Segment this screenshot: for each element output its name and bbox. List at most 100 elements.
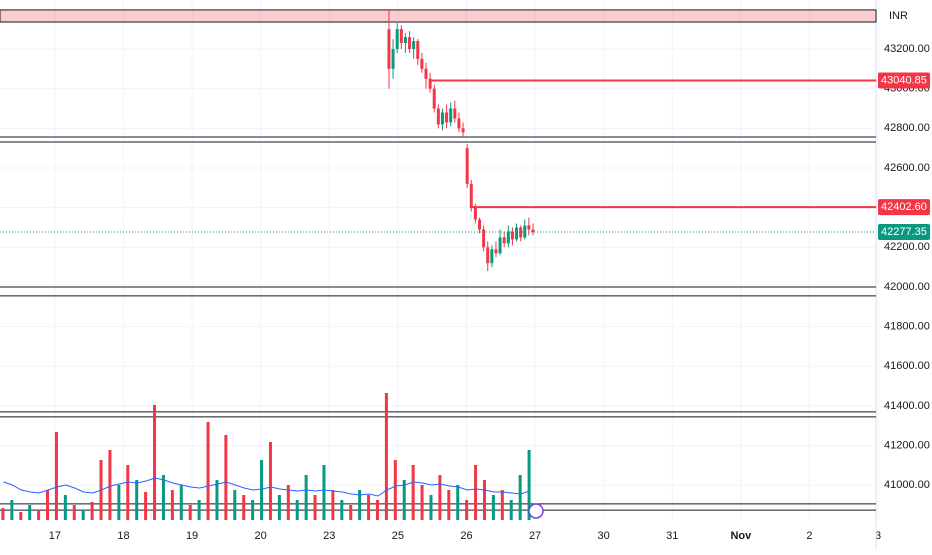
candle-body (531, 229, 535, 232)
candle-body (387, 29, 391, 69)
volume-bar (456, 485, 460, 520)
volume-bar (188, 505, 192, 520)
y-tick-label: 41000.00 (884, 479, 930, 491)
volume-bar (28, 505, 32, 520)
volume-bar (179, 485, 183, 520)
volume-bar (349, 505, 353, 520)
volume-bar (224, 435, 228, 520)
price-label-bg (878, 72, 930, 89)
x-tick-label: 19 (186, 530, 198, 542)
candle-body (403, 37, 407, 44)
candle-body (420, 58, 424, 69)
volume-bar (19, 512, 23, 520)
volume-bar (367, 495, 371, 520)
volume-bar (215, 480, 219, 520)
volume-bar (322, 465, 326, 520)
volume-bar (527, 450, 531, 520)
x-tick-label: 18 (117, 530, 129, 542)
volume-bar (509, 500, 513, 520)
candle-body (436, 108, 440, 125)
candle-body (457, 118, 461, 129)
volume-bar (72, 505, 76, 520)
candle-body (395, 29, 399, 49)
candle-body (461, 128, 465, 133)
volume-bar (518, 475, 522, 520)
volume-bar (268, 442, 272, 520)
volume-bar (474, 465, 478, 520)
x-tick-label: Nov (730, 530, 752, 542)
x-tick-label: 23 (323, 530, 335, 542)
x-tick-label: 27 (529, 530, 541, 542)
volume-bar (447, 490, 451, 520)
candle-body (494, 249, 498, 254)
volume-bar (465, 500, 469, 520)
candle-body (453, 108, 457, 119)
x-tick-label: 20 (255, 530, 267, 542)
x-tick-label: 31 (666, 530, 678, 542)
volume-bar (358, 490, 362, 520)
volume-bar (438, 475, 442, 520)
volume-bar (260, 460, 264, 520)
candle-body (440, 112, 444, 125)
y-tick-label: 41200.00 (884, 440, 930, 452)
y-tick-label: 43200.00 (884, 43, 930, 55)
candle-body (432, 88, 436, 109)
price-label-bg (878, 199, 930, 216)
volume-bar (500, 490, 504, 520)
candle-body (478, 219, 482, 230)
volume-bar (286, 485, 290, 520)
volume-bar (1, 508, 5, 520)
candle-body (498, 237, 502, 254)
volume-bar (251, 500, 255, 520)
volume-bar (277, 495, 281, 520)
volume-bar (340, 500, 344, 520)
candle-body (486, 247, 490, 264)
volume-bar (108, 450, 112, 520)
y-tick-label: 42800.00 (884, 122, 930, 134)
go-to-realtime[interactable] (528, 503, 544, 519)
candle-body (416, 41, 420, 59)
y-tick-label: 42000.00 (884, 281, 930, 293)
candle-body (482, 229, 486, 248)
candle-body (519, 227, 523, 238)
x-tick-label: 30 (598, 530, 610, 542)
volume-bar (54, 432, 58, 520)
volume-bar (384, 393, 388, 520)
volume-bar (37, 510, 41, 520)
volume-bar (331, 490, 335, 520)
volume-bar (46, 490, 50, 520)
candle-body (527, 225, 531, 230)
candle-body (523, 225, 527, 238)
volume-bar (63, 495, 67, 520)
candle-body (473, 207, 477, 220)
volume-bar (304, 475, 308, 520)
candle-body (445, 112, 449, 123)
volume-bar (117, 485, 121, 520)
volume-bar (197, 500, 201, 520)
volume-bar (393, 460, 397, 520)
volume-bar (233, 490, 237, 520)
volume-bar (161, 475, 165, 520)
candle-body (490, 249, 494, 264)
volume-bar (420, 485, 424, 520)
x-tick-label: 26 (460, 530, 472, 542)
candle-body (408, 37, 412, 49)
y-tick-label: 41400.00 (884, 400, 930, 412)
candle-body (449, 108, 453, 123)
x-tick-label: 2 (806, 530, 812, 542)
volume-bar (375, 500, 379, 520)
y-tick-label: 41600.00 (884, 360, 930, 372)
y-tick-label: 41800.00 (884, 321, 930, 333)
volume-bar (135, 480, 139, 520)
candle-body (510, 231, 514, 240)
volume-bar (90, 502, 94, 520)
x-tick-label: 17 (49, 530, 61, 542)
volume-ma (3, 477, 530, 497)
volume-bar (402, 480, 406, 520)
price-label-bg (878, 223, 930, 240)
x-tick-label: 25 (392, 530, 404, 542)
y-tick-label: 42600.00 (884, 162, 930, 174)
price-label: 42402.60 (881, 201, 927, 213)
volume-bar (313, 495, 317, 520)
